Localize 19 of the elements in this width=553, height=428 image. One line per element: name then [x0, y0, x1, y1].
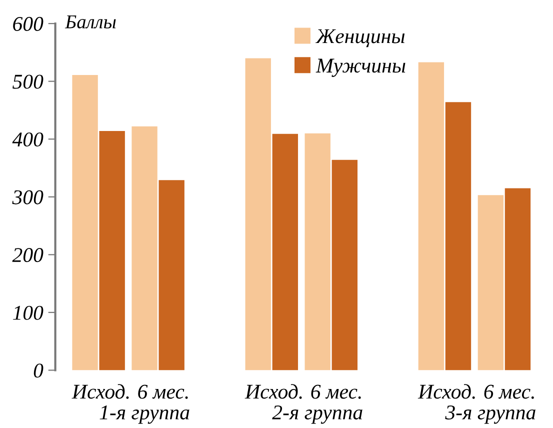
y-tick-label: 400 — [12, 132, 44, 147]
y-tick-label: 300 — [12, 190, 44, 204]
x-tick-label: Исход. — [244, 384, 302, 399]
text: 3-я группа — [445, 405, 536, 424]
text: 2-я группа — [272, 405, 362, 424]
y-tick-label: 500 — [12, 74, 44, 89]
y-tick-label: 600 — [13, 16, 44, 31]
x-tick-label: 6 мес. — [484, 384, 534, 399]
x-tick-label: Исход. — [418, 384, 475, 399]
y-tick-label: 200 — [12, 248, 44, 262]
x-tick-label: 6 мес. — [138, 384, 188, 399]
x-tick-label: 6 мес. — [311, 384, 361, 399]
y-tick-label: 0 — [34, 364, 44, 378]
legend-label: Мужчины — [316, 58, 406, 77]
y-tick-label: 100 — [12, 306, 44, 320]
legend-label: Женщины — [315, 29, 405, 48]
text: 1-я группа — [100, 406, 190, 424]
y-axis-title: Баллы — [64, 15, 116, 28]
x-tick-label: Исход. — [72, 384, 129, 399]
